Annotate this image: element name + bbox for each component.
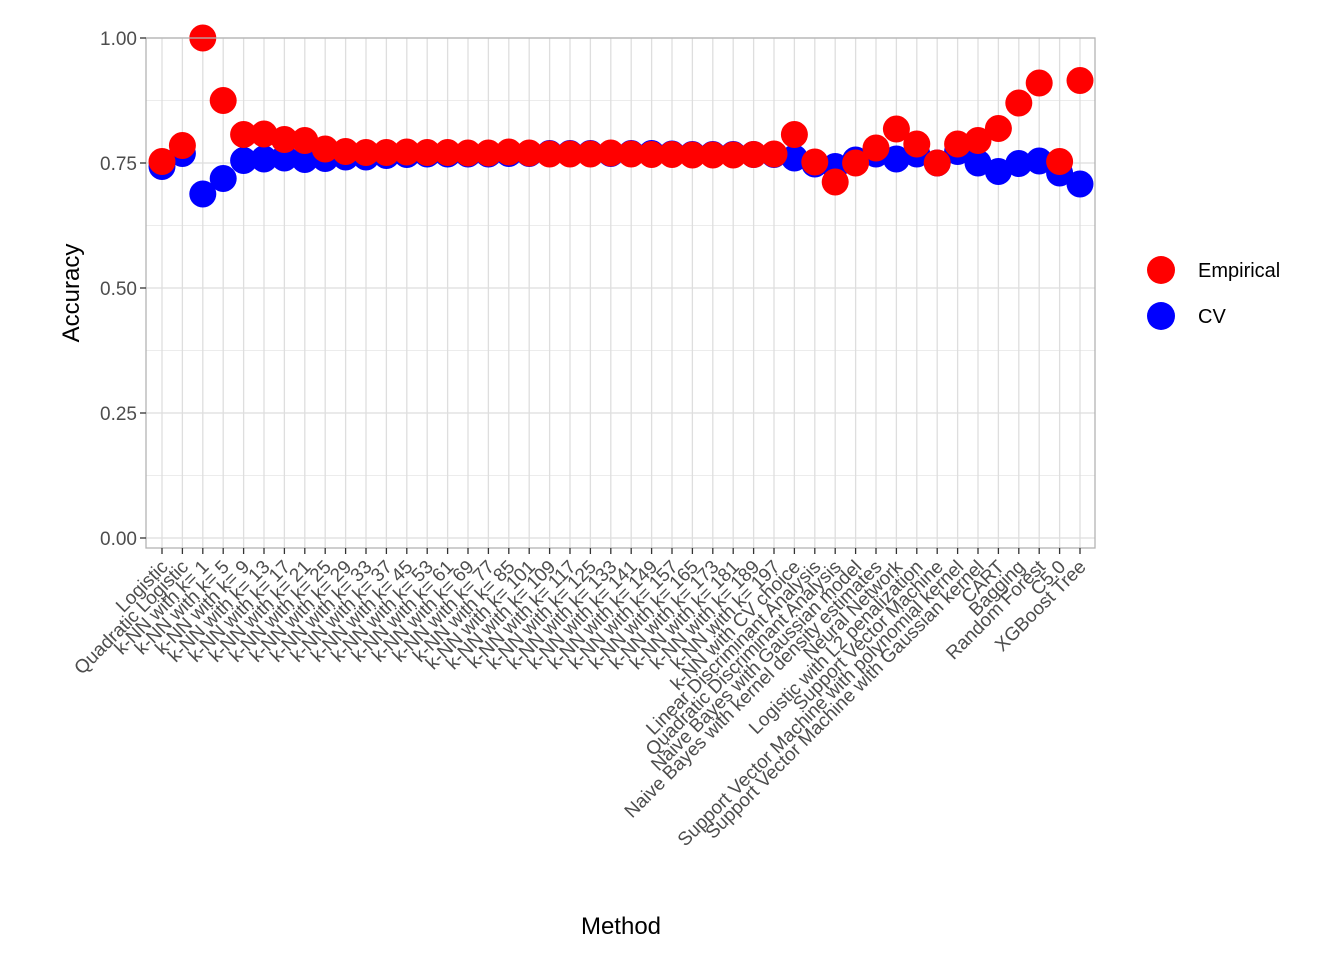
point-empirical <box>474 139 502 167</box>
point-cv <box>1025 147 1053 175</box>
point-cv <box>291 146 319 173</box>
point-cv <box>250 145 278 173</box>
point-empirical <box>821 168 849 196</box>
point-cv <box>780 144 808 172</box>
point-empirical <box>719 141 747 169</box>
point-empirical <box>434 139 462 166</box>
point-empirical <box>250 120 278 148</box>
point-empirical <box>372 139 400 166</box>
point-empirical <box>1046 148 1074 175</box>
point-empirical <box>760 140 788 168</box>
legend: Empirical CV <box>1147 256 1280 330</box>
y-tick-label: 0.75 <box>100 154 137 175</box>
y-axis-ticks: 0.00 0.25 0.50 0.75 1.00 <box>100 29 146 550</box>
point-empirical <box>617 140 645 168</box>
point-cv <box>270 144 298 172</box>
point-empirical <box>882 115 910 143</box>
point-cv <box>964 149 992 177</box>
point-empirical <box>862 134 890 162</box>
y-tick-label: 0.25 <box>100 404 137 425</box>
point-empirical <box>780 121 808 148</box>
y-tick-label: 0.00 <box>100 529 137 550</box>
point-empirical <box>413 139 441 166</box>
point-empirical <box>699 141 727 169</box>
point-cv <box>230 147 258 174</box>
grid <box>146 37 1095 548</box>
point-cv <box>1066 170 1094 198</box>
point-empirical <box>658 141 686 168</box>
point-cv <box>882 145 910 173</box>
point-empirical <box>168 132 196 159</box>
legend-label-empirical: Empirical <box>1198 260 1280 282</box>
point-empirical <box>352 139 380 166</box>
point-empirical <box>536 140 564 168</box>
point-empirical <box>270 126 298 153</box>
legend-label-cv: CV <box>1198 306 1226 328</box>
point-cv <box>984 158 1012 185</box>
point-empirical <box>964 127 992 154</box>
point-empirical <box>903 130 931 158</box>
point-empirical <box>454 139 482 167</box>
point-empirical <box>842 149 870 177</box>
y-axis-title: Accuracy <box>58 244 85 343</box>
y-tick-label: 0.50 <box>100 279 137 300</box>
point-empirical <box>148 148 176 175</box>
point-empirical <box>495 138 523 166</box>
x-axis-title: Method <box>581 913 661 940</box>
point-empirical <box>801 148 829 176</box>
point-empirical <box>515 139 543 167</box>
point-cv <box>1005 150 1033 177</box>
legend-key-cv <box>1147 302 1175 330</box>
point-empirical <box>984 115 1012 142</box>
point-cv <box>209 165 237 192</box>
legend-key-empirical <box>1147 256 1175 284</box>
point-empirical <box>576 140 604 168</box>
point-empirical <box>1005 89 1033 117</box>
point-empirical <box>393 138 421 166</box>
data-points <box>148 24 1094 208</box>
point-empirical <box>678 141 706 169</box>
point-empirical <box>291 127 319 154</box>
point-empirical <box>923 149 951 177</box>
point-empirical <box>944 130 972 158</box>
point-empirical <box>740 141 768 168</box>
point-empirical <box>332 138 360 165</box>
point-empirical <box>209 87 237 114</box>
point-empirical <box>230 121 258 148</box>
point-cv <box>189 180 217 208</box>
y-tick-label: 1.00 <box>100 29 137 50</box>
point-empirical <box>1025 69 1053 97</box>
panel-border <box>145 37 1096 549</box>
point-empirical <box>556 140 584 168</box>
point-empirical <box>311 135 339 163</box>
point-empirical <box>1066 67 1094 94</box>
point-empirical <box>638 141 666 168</box>
point-empirical <box>597 139 625 167</box>
